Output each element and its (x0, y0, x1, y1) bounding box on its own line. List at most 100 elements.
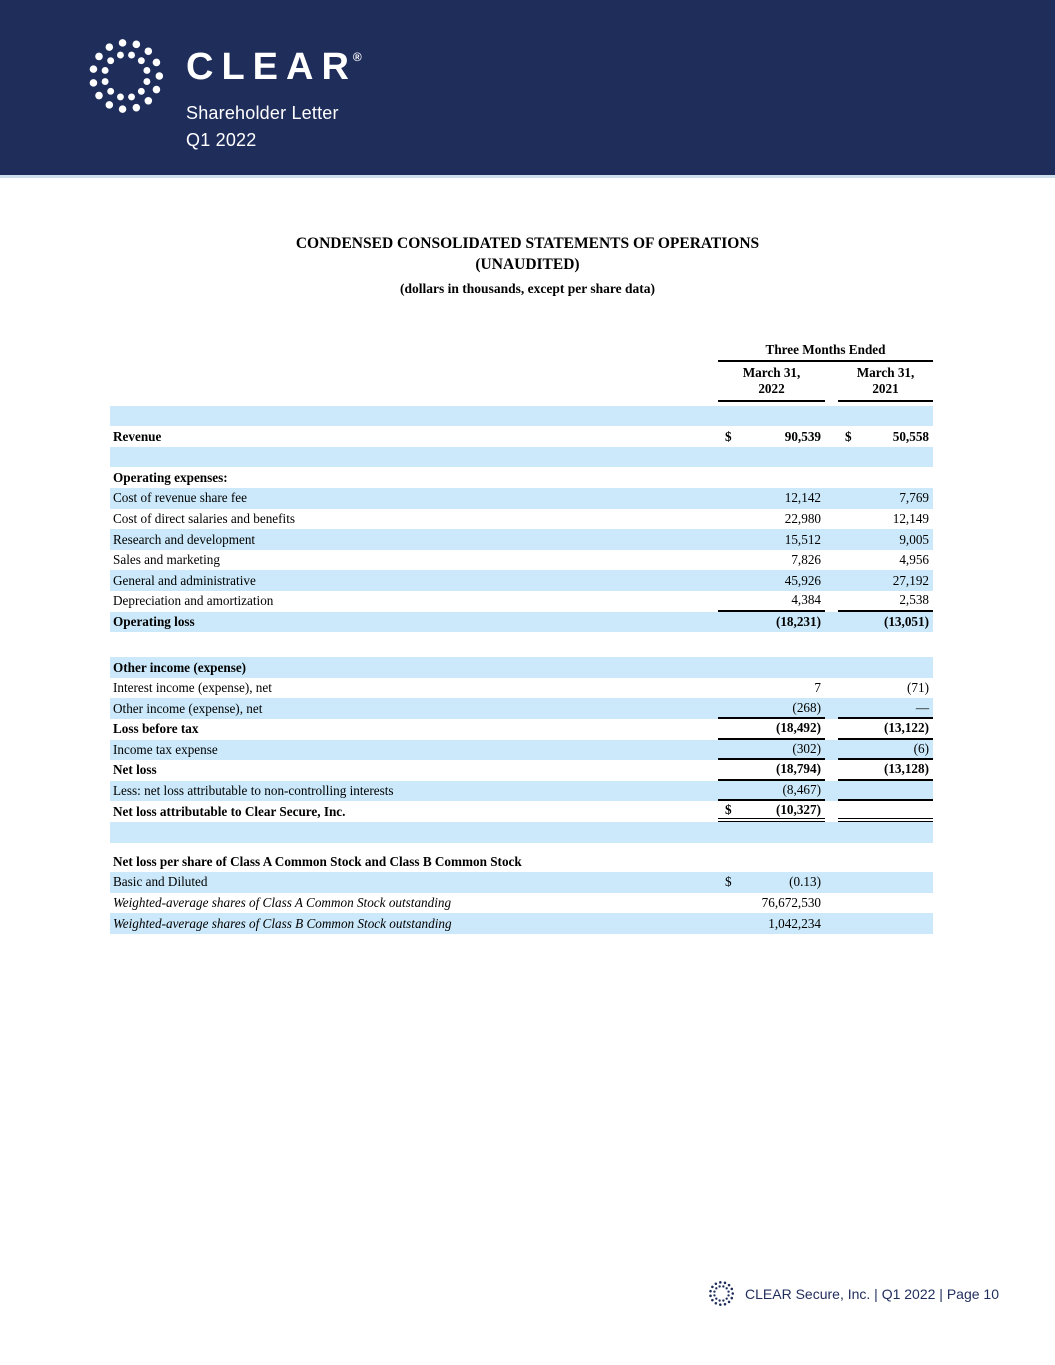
clear-logo-small-icon (709, 1281, 735, 1306)
value-cell-2021: $50,558 (838, 426, 933, 447)
currency-symbol: $ (725, 801, 732, 817)
value-cell-2021 (838, 406, 933, 427)
value-cell-2022: $90,539 (718, 426, 825, 447)
column-gap (825, 781, 838, 802)
value: (13,122) (883, 720, 929, 736)
value: 2,538 (899, 592, 929, 608)
row-label: Other income (expense) (113, 659, 247, 675)
value-cell-2022: 7 (718, 678, 825, 699)
table-row: Net loss (18,794) (13,128) (110, 760, 933, 781)
value-cell-2021 (838, 872, 933, 893)
table-gap (110, 843, 933, 852)
row-label: Revenue (113, 428, 162, 444)
column-gap (825, 529, 838, 550)
brand-block: CLEAR® Shareholder Letter Q1 2022 (186, 48, 362, 151)
registered-mark: ® (352, 50, 362, 64)
value-cell-2021 (838, 467, 933, 488)
value: (13,128) (883, 761, 929, 777)
value-cell-2022: (18,794) (718, 760, 825, 781)
table-row: General and administrative 45,926 27,192 (110, 570, 933, 592)
value: (18,794) (775, 761, 821, 777)
table-body: Revenue $90,539 $50,558 Operating expenses:… (110, 405, 933, 934)
value-cell-2021 (838, 822, 933, 843)
value: 45,926 (784, 572, 821, 588)
currency-symbol: $ (725, 874, 732, 890)
row-label: Other income (expense), net (113, 700, 263, 716)
column-gap (825, 406, 838, 427)
column-gap (825, 570, 838, 591)
brand-name: CLEAR® (186, 46, 362, 88)
table-row: Sales and marketing 7,826 4,956 (110, 550, 933, 571)
table-row: Weighted-average shares of Class B Commo… (110, 913, 933, 934)
value-cell-2022: (302) (718, 740, 825, 761)
value: 15,512 (784, 531, 821, 547)
header-quarter: Q1 2022 (186, 130, 257, 150)
value: (302) (792, 740, 821, 756)
column-gap (825, 740, 838, 761)
column-header-2021: March 31, 2021 (838, 365, 933, 402)
column-gap (825, 488, 838, 509)
value-cell-2021 (838, 447, 933, 468)
value-cell-2021: 12,149 (838, 509, 933, 530)
row-label: Depreciation and amortization (113, 593, 274, 609)
table-row: Income tax expense (302) (6) (110, 739, 933, 761)
value-cell-2022: $ (0.13) (718, 872, 825, 893)
value-cell-2021: 7,769 (838, 488, 933, 509)
header-spacer (110, 342, 718, 402)
value-cell-2022: 7,826 (718, 550, 825, 571)
currency-symbol: $ (725, 428, 732, 444)
column-gap (825, 913, 838, 934)
column-gap (825, 612, 838, 633)
title-line-3: (dollars in thousands, except per share … (400, 280, 655, 296)
table-row: Cost of revenue share fee 12,142 7,769 (110, 488, 933, 509)
table-row: Operating expenses: (110, 467, 933, 488)
value-cell-2022: 4,384 (718, 591, 825, 612)
value-cell-2022: (18,492) (718, 719, 825, 740)
row-label: Operating loss (113, 613, 195, 629)
value: 9,005 (899, 531, 929, 547)
value-cell-2022: (18,231) (718, 612, 825, 633)
value-cell-2021 (838, 852, 933, 873)
row-label: Net loss attributable to Clear Secure, I… (113, 803, 346, 819)
column-header-line: 2021 (872, 380, 899, 396)
table-gap (110, 632, 933, 657)
value-cell-2021: (13,122) (838, 719, 933, 740)
value-cell-2021: 4,956 (838, 550, 933, 571)
column-gap (825, 822, 838, 843)
value-cell-2021: 27,192 (838, 570, 933, 591)
value: 12,142 (784, 490, 821, 506)
value-cell-2021: (13,128) (838, 760, 933, 781)
value-cell-2022 (718, 657, 825, 678)
value: 4,956 (899, 552, 929, 568)
value: 76,672,530 (761, 895, 821, 911)
table-row: Net loss per share of Class A Common Sto… (110, 852, 933, 873)
table-row: Cost of direct salaries and benefits 22,9… (110, 509, 933, 530)
column-gap (825, 509, 838, 530)
value-cell-2021: 2,538 (838, 591, 933, 612)
value-cell-2021: 9,005 (838, 529, 933, 550)
value-cell-2022 (718, 406, 825, 427)
column-gap (825, 467, 838, 488)
value-cell-2022: 15,512 (718, 529, 825, 550)
currency-symbol: $ (845, 428, 852, 444)
row-label: Weighted-average shares of Class B Commo… (113, 915, 452, 931)
value: 90,539 (784, 428, 821, 444)
row-label: Research and development (113, 531, 256, 547)
row-label: Cost of revenue share fee (113, 490, 248, 506)
table-row: Basic and Diluted $ (0.13) (110, 872, 933, 893)
table-row: Operating loss (18,231) (13,051) (110, 611, 933, 633)
row-label: Operating expenses: (113, 469, 228, 485)
value: 50,558 (892, 428, 929, 444)
table-spacer-row (110, 821, 933, 843)
value-cell-2022 (718, 822, 825, 843)
statement-table: Three Months Ended March 31, 2022 March … (110, 342, 933, 934)
row-label: Income tax expense (113, 741, 218, 757)
value-cell-2022: $ (10,327) (718, 801, 825, 822)
value-cell-2021 (838, 657, 933, 678)
header-band: CLEAR® Shareholder Letter Q1 2022 (0, 0, 1055, 178)
value: (18,492) (775, 720, 821, 736)
column-gap (825, 801, 838, 822)
table-row: Depreciation and amortization 4,384 2,538 (110, 591, 933, 612)
value-cell-2022: 1,042,234 (718, 913, 825, 934)
row-label: Sales and marketing (113, 552, 220, 568)
